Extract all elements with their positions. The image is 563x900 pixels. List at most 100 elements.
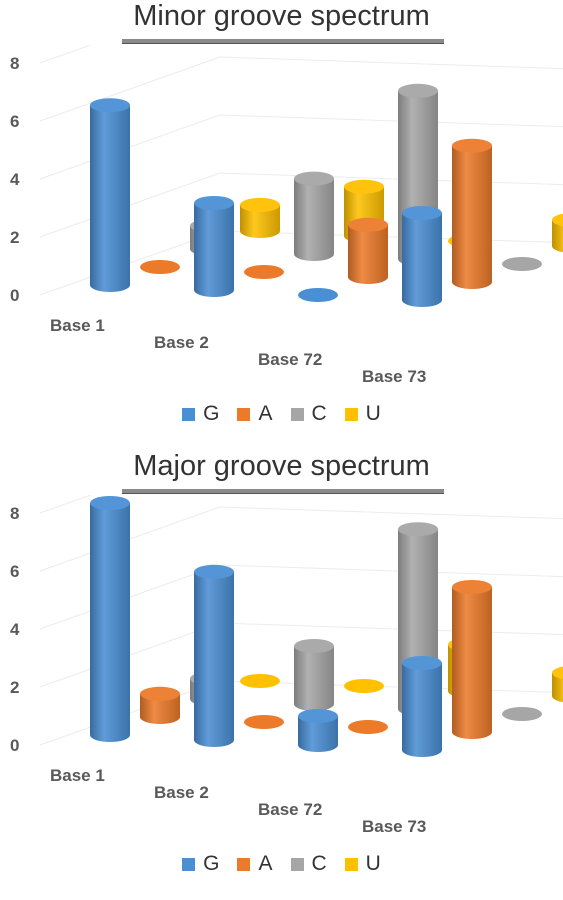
gridline — [219, 506, 563, 520]
legend-swatch — [290, 857, 304, 871]
legend-item-a: A — [237, 852, 273, 876]
bar-a-2 — [244, 715, 284, 729]
y-tick-label: 8 — [10, 54, 19, 73]
chart-title: Minor groove spectrum — [133, 0, 430, 32]
bar-top — [348, 217, 388, 232]
legend-swatch — [344, 857, 358, 871]
bar-body — [90, 105, 130, 292]
bar-body — [90, 503, 130, 742]
bar-u-2 — [344, 679, 384, 693]
chart-legend: G A C U — [0, 852, 563, 876]
legend-label: U — [365, 402, 381, 425]
bar-c-2 — [294, 171, 334, 261]
bar-top — [398, 83, 438, 98]
y-tick-label: 0 — [10, 286, 19, 305]
bar-base — [244, 715, 284, 729]
bar-top — [402, 206, 442, 220]
bar-g-1 — [90, 496, 130, 742]
legend-label: A — [258, 852, 273, 875]
gridline — [39, 56, 221, 122]
bar-a-2 — [244, 265, 284, 279]
bar-body — [298, 716, 338, 752]
bar-body — [552, 219, 563, 253]
bar-a-1 — [140, 686, 180, 724]
y-tick-label: 6 — [10, 562, 19, 581]
category-label: Base 72 — [258, 350, 322, 369]
bar-top — [344, 179, 384, 194]
legend-label: G — [203, 402, 220, 425]
bar-a-4 — [452, 138, 492, 289]
bar-body — [402, 663, 442, 757]
bar-top — [298, 709, 338, 723]
bar-a-1 — [140, 260, 180, 274]
bar-g-1 — [90, 98, 130, 292]
category-label: Base 2 — [154, 783, 209, 802]
bar-body — [552, 672, 563, 703]
legend-item-u: U — [344, 402, 381, 426]
bar-base — [140, 260, 180, 274]
legend-label: C — [311, 852, 327, 875]
bar-body — [294, 646, 334, 711]
title-underline — [122, 39, 444, 44]
legend-label: G — [203, 852, 220, 875]
y-tick-label: 8 — [10, 504, 19, 523]
category-label: Base 1 — [50, 766, 105, 785]
bar-c-2 — [294, 639, 334, 711]
bar-u-4 — [552, 213, 563, 253]
bar-base — [348, 720, 388, 734]
gridline — [39, 495, 93, 514]
legend-swatch — [237, 857, 251, 871]
bar-top — [552, 666, 563, 680]
bar-top — [552, 213, 563, 227]
y-tick-label: 6 — [10, 112, 19, 131]
bar-a-3 — [348, 217, 388, 284]
legend-swatch — [237, 407, 251, 421]
bar-base — [502, 707, 542, 721]
y-tick-label: 2 — [10, 228, 19, 247]
legend-item-c: C — [290, 402, 327, 426]
bar-body — [348, 224, 388, 284]
bar-base — [502, 257, 542, 271]
category-label: Base 1 — [50, 316, 105, 335]
legend-item-g: G — [182, 402, 219, 426]
bar-body — [140, 693, 180, 724]
bar-g-3 — [298, 709, 338, 752]
gridline — [39, 45, 93, 64]
bar-top — [294, 639, 334, 653]
bar-top — [194, 564, 234, 579]
legend-item-c: C — [290, 852, 327, 876]
legend-label: U — [365, 852, 381, 875]
bar-c-4 — [502, 707, 542, 721]
bar-base — [240, 674, 280, 688]
bar-u-1 — [240, 197, 280, 238]
bar-g-4 — [402, 656, 442, 757]
bar-g-4 — [402, 206, 442, 307]
legend-swatch — [344, 407, 358, 421]
legend-item-u: U — [344, 852, 381, 876]
bar-g-3 — [298, 288, 338, 302]
bar-base — [344, 679, 384, 693]
legend-swatch — [182, 407, 196, 421]
bar-base — [244, 265, 284, 279]
bar-top — [452, 138, 492, 153]
legend-item-a: A — [237, 402, 273, 426]
bar-g-2 — [194, 564, 234, 747]
bar-body — [452, 587, 492, 739]
bar-top — [402, 656, 442, 670]
gridline — [219, 56, 563, 70]
legend-swatch — [182, 857, 196, 871]
bar-top — [90, 496, 130, 510]
category-label: Base 72 — [258, 800, 322, 819]
bar-g-2 — [194, 196, 234, 297]
bar-u-4 — [552, 666, 563, 703]
bar-top — [398, 522, 438, 537]
chart-legend: G A C U — [0, 402, 563, 426]
y-tick-label: 4 — [10, 620, 20, 639]
bar-top — [240, 197, 280, 212]
bar-a-4 — [452, 580, 492, 739]
chart-panel-major: Major groove spectrum 0 2 4 6 8 Base 1 Base 2 B… — [0, 450, 563, 900]
y-tick-label: 4 — [10, 170, 20, 189]
y-tick-label: 0 — [10, 736, 19, 755]
